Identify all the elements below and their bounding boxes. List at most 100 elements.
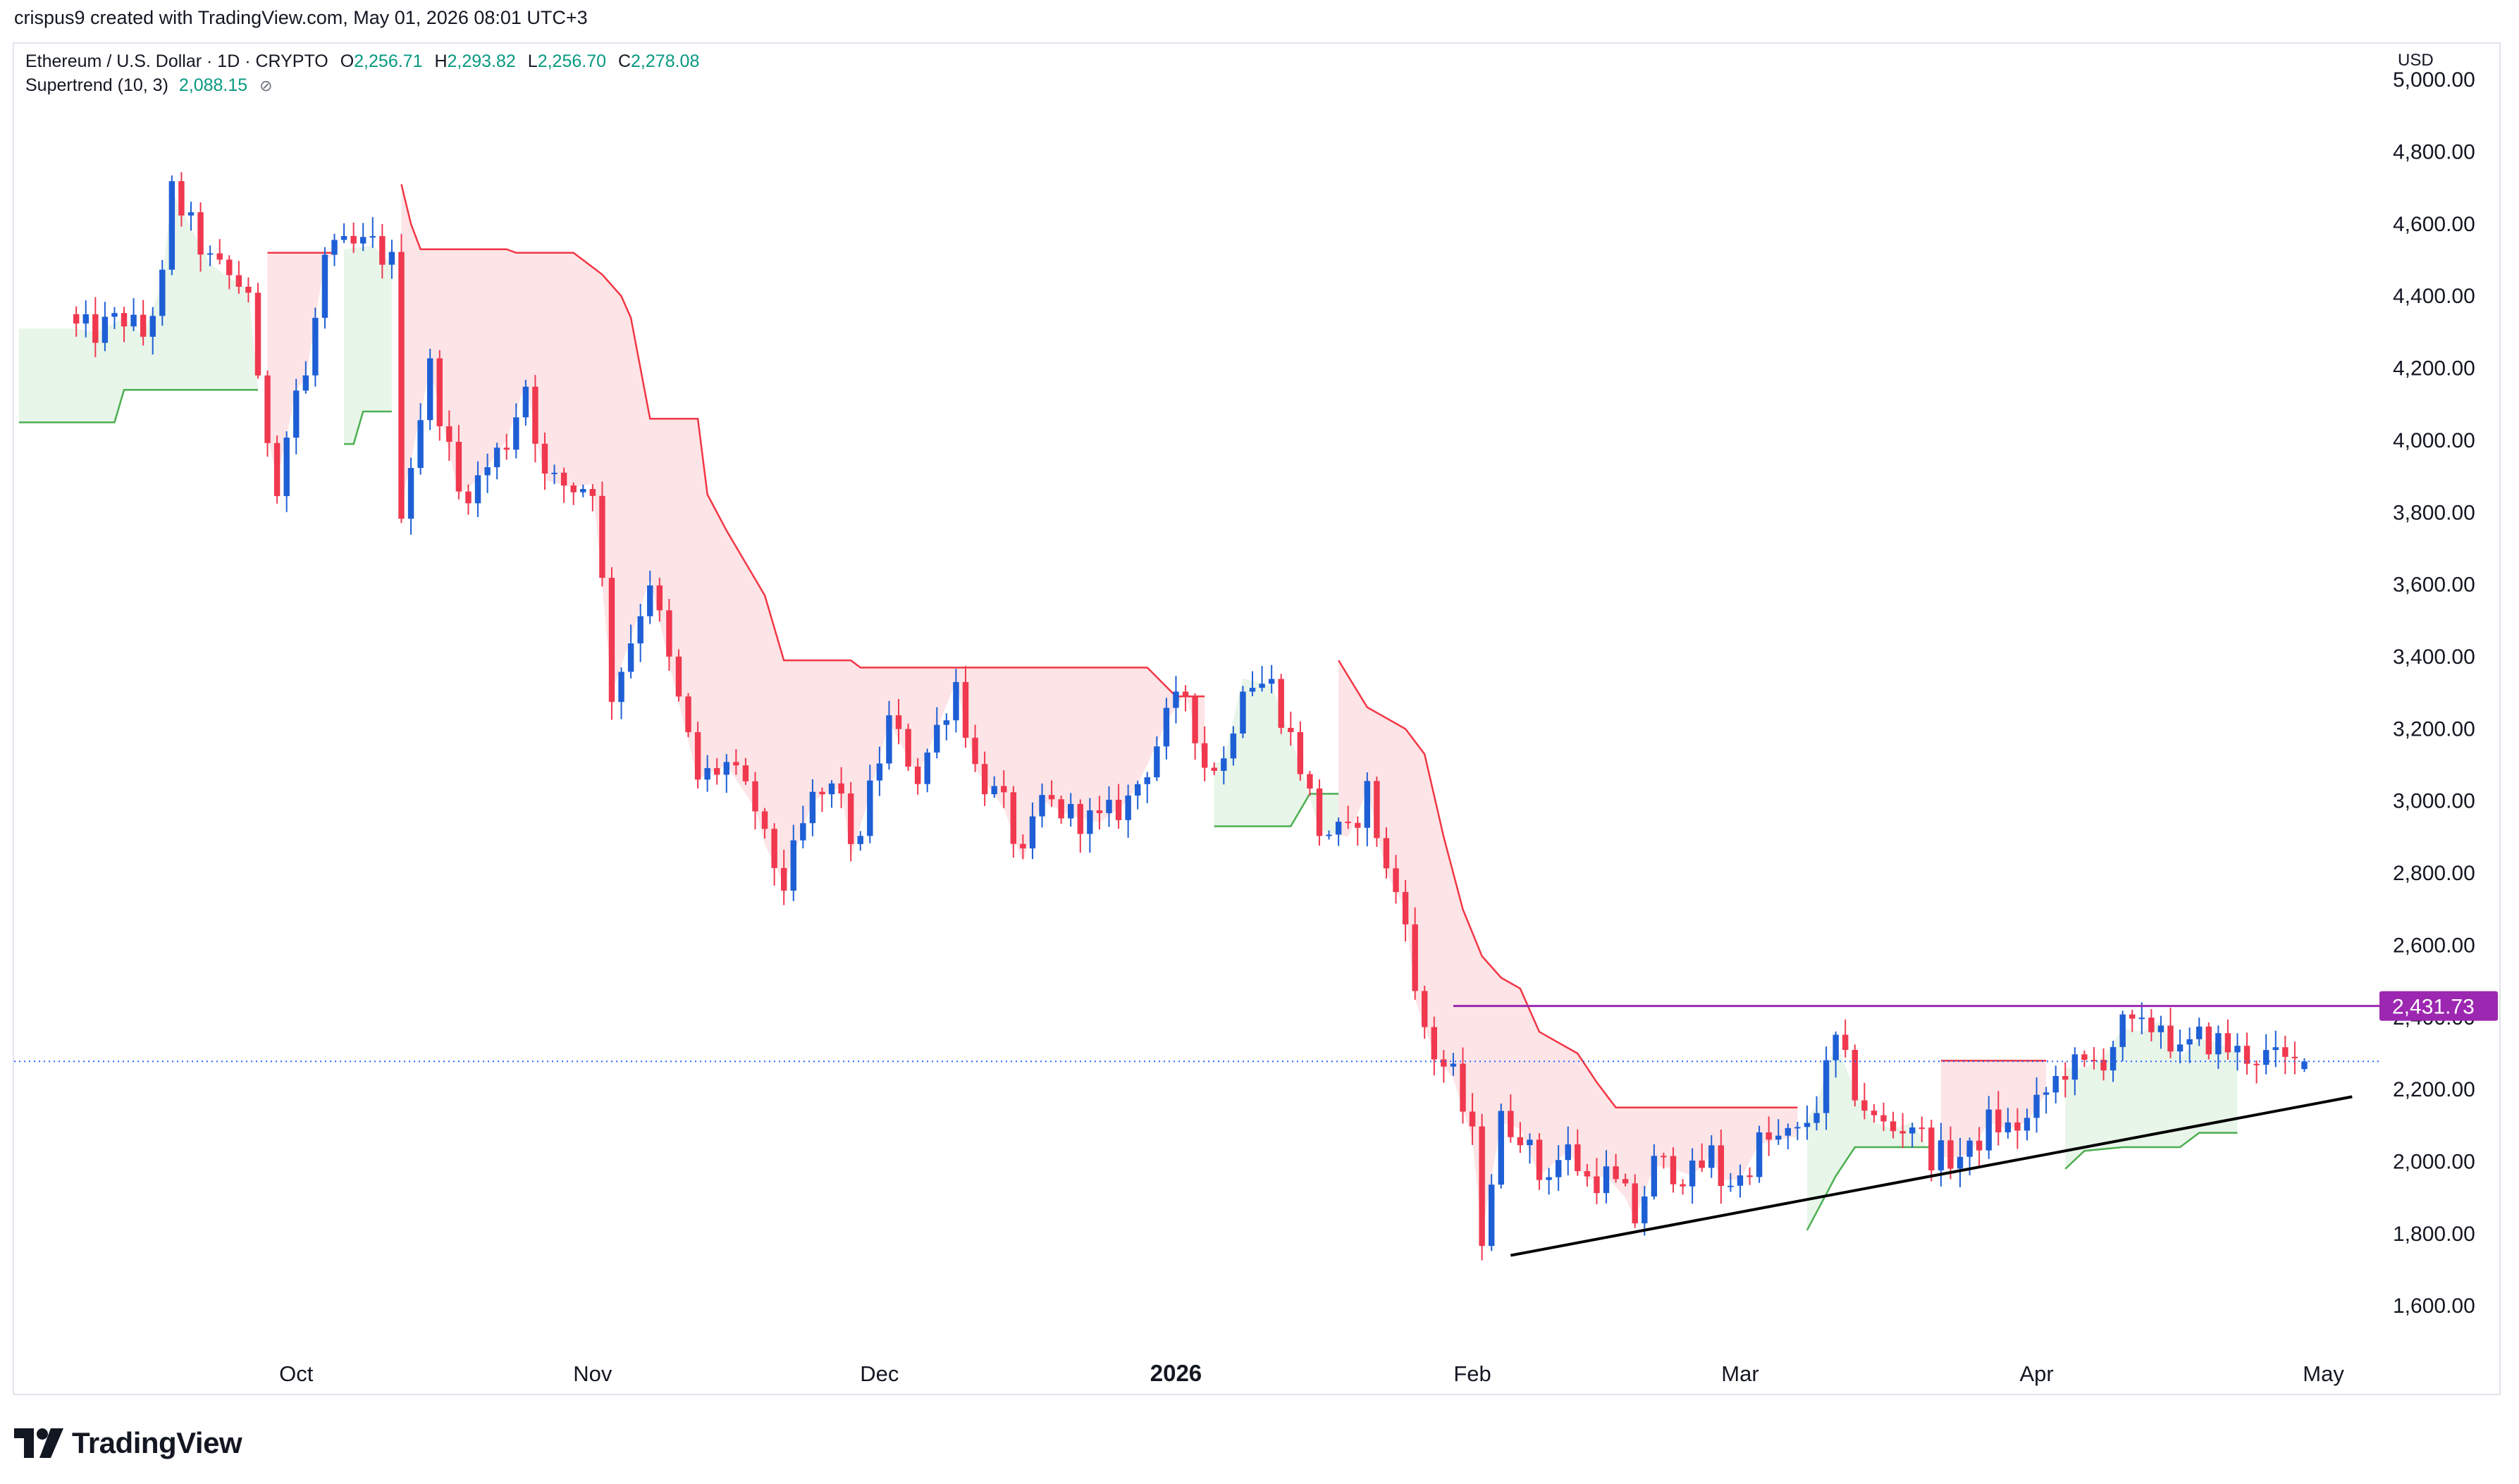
candle-body <box>1689 1161 1696 1187</box>
low-value: 2,256.70 <box>537 51 607 71</box>
candle-body <box>1871 1111 1878 1115</box>
candle-body <box>436 358 443 426</box>
candle <box>1909 1123 1916 1148</box>
candle <box>2205 1022 2212 1060</box>
candle <box>532 375 538 463</box>
candle-body <box>1115 799 1122 820</box>
candle <box>627 624 634 679</box>
candle-body <box>321 254 328 319</box>
candle <box>1813 1096 1820 1131</box>
candle <box>1192 693 1198 760</box>
chart-legend: Ethereum / U.S. Dollar · 1D · CRYPTO O 2,… <box>25 49 699 97</box>
candle <box>790 824 796 901</box>
symbol-name[interactable]: Ethereum / U.S. Dollar · 1D · CRYPTO <box>25 51 328 71</box>
candle <box>608 567 615 720</box>
candle <box>1479 1113 1485 1261</box>
candle-body <box>570 486 577 493</box>
candle <box>436 350 443 441</box>
candle-body <box>761 811 768 829</box>
candle-body <box>302 375 309 391</box>
candle-body <box>972 737 978 765</box>
candle <box>2253 1061 2260 1084</box>
candle <box>1469 1093 1476 1145</box>
candle-body <box>733 762 739 766</box>
candle-body <box>1527 1139 1533 1146</box>
currency-label[interactable]: USD <box>2398 51 2434 70</box>
candle <box>1899 1113 1906 1149</box>
candle <box>1259 666 1265 692</box>
candle-body <box>895 715 902 729</box>
candle <box>2167 1008 2174 1058</box>
candle <box>2052 1065 2059 1103</box>
candle-body <box>149 316 156 337</box>
x-tick-label: May <box>2303 1361 2344 1386</box>
candle <box>207 245 214 266</box>
candle-body <box>1096 810 1103 813</box>
candle <box>350 222 357 253</box>
candle <box>2014 1108 2021 1149</box>
y-tick-label: 3,400.00 <box>2393 645 2475 669</box>
candle <box>340 223 347 243</box>
candle <box>2272 1030 2279 1068</box>
candle-body <box>1947 1140 1954 1169</box>
footer-brand: TradingView <box>14 1422 242 1464</box>
candle <box>1307 771 1313 796</box>
candle <box>1756 1125 1763 1183</box>
candle-body <box>599 495 605 578</box>
candle <box>819 787 825 812</box>
candle-body <box>867 780 873 836</box>
candle <box>1383 827 1390 879</box>
candle <box>187 202 195 231</box>
candle-body <box>1813 1113 1820 1123</box>
candle <box>1651 1144 1658 1200</box>
y-tick-label: 2,800.00 <box>2393 862 2475 885</box>
candle <box>1594 1158 1600 1205</box>
candle-body <box>1708 1145 1715 1168</box>
candle <box>254 283 261 379</box>
candle <box>1144 772 1150 803</box>
candle <box>847 781 854 862</box>
candle-body <box>245 286 252 293</box>
x-tick-label: 2026 <box>1150 1360 1202 1386</box>
candle-body <box>1393 868 1399 892</box>
candle <box>2262 1034 2269 1075</box>
candle <box>1364 772 1371 847</box>
candle-body <box>1221 758 1227 771</box>
candle <box>685 693 691 738</box>
candle <box>723 754 729 793</box>
supertrend-line <box>344 410 392 445</box>
candle-body <box>1661 1156 1667 1158</box>
candle-body <box>800 823 806 841</box>
candle-body <box>1584 1171 1591 1177</box>
supertrend-line <box>1338 660 1798 1109</box>
candle <box>1527 1133 1533 1164</box>
candle <box>647 570 653 624</box>
chart-frame <box>13 42 2501 1395</box>
candle <box>771 823 777 886</box>
candle-body <box>1144 777 1150 784</box>
supertrend-label[interactable]: Supertrend (10, 3) <box>25 75 168 95</box>
candle-body <box>1718 1145 1725 1187</box>
supertrend-line <box>400 184 1205 698</box>
candle <box>2186 1027 2193 1063</box>
supertrend-line <box>2064 1132 2238 1170</box>
candle-body <box>1737 1175 1744 1186</box>
candle-body <box>714 768 720 775</box>
candle <box>283 431 290 512</box>
candle-body <box>82 314 89 324</box>
candle <box>388 240 395 279</box>
candle-body <box>2234 1046 2241 1053</box>
candle <box>656 578 663 622</box>
visibility-icon[interactable]: ⊘ <box>259 77 273 94</box>
open-label: O <box>340 51 355 71</box>
candle-body <box>1087 810 1093 834</box>
candle-body <box>1536 1139 1543 1180</box>
candle-body <box>1125 796 1131 820</box>
candle <box>360 223 367 252</box>
candle-body <box>589 488 596 496</box>
candle <box>666 598 672 671</box>
candle-body <box>2215 1033 2222 1055</box>
candle <box>876 746 883 796</box>
candle <box>2004 1108 2012 1139</box>
